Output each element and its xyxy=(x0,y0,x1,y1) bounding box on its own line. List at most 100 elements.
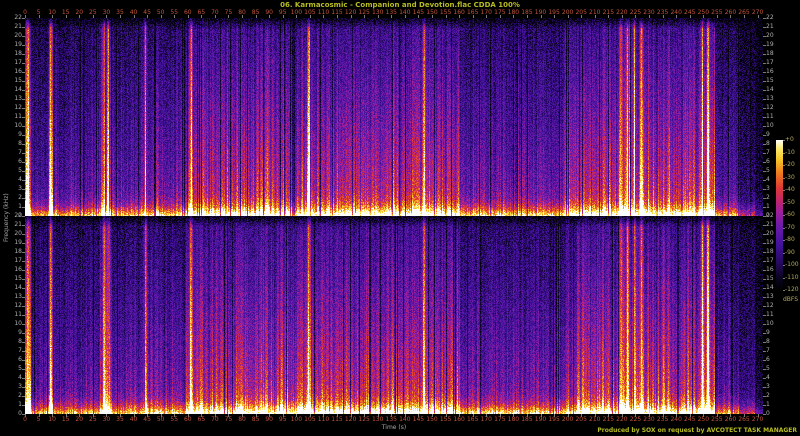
freq-tick-label-right-ch2: 5 xyxy=(766,365,770,372)
time-tick-mark-top xyxy=(296,15,298,18)
time-tick-mark-bottom xyxy=(608,414,610,417)
colorbar-unit-label: dBFS xyxy=(783,296,799,303)
time-tick-label-bottom: 90 xyxy=(265,416,273,423)
freq-tick-label-right-ch2: 13 xyxy=(766,293,774,300)
time-tick-mark-top xyxy=(431,15,433,18)
time-tick-mark-bottom xyxy=(38,414,40,417)
freq-tick-mark-right xyxy=(763,270,766,271)
time-tick-mark-top xyxy=(486,15,488,18)
time-tick-label-top: 160 xyxy=(453,9,465,16)
time-tick-mark-bottom xyxy=(540,414,542,417)
freq-tick-mark-left xyxy=(22,306,25,307)
freq-tick-mark-left xyxy=(22,270,25,271)
freq-tick-mark-right xyxy=(763,378,766,379)
freq-tick-mark-right xyxy=(763,234,766,235)
time-tick-label-top: 125 xyxy=(358,9,370,16)
time-tick-label-bottom: 270 xyxy=(751,416,764,423)
time-tick-label-top: 220 xyxy=(616,9,628,16)
freq-tick-label-left-ch2: 12 xyxy=(14,302,22,309)
freq-tick-label-right-ch2: 2 xyxy=(766,392,770,399)
time-tick-label-top: 105 xyxy=(304,9,316,16)
time-tick-label-bottom: 135 xyxy=(385,416,397,423)
time-tick-label-top: 255 xyxy=(711,9,723,16)
time-tick-mark-bottom xyxy=(65,414,67,417)
freq-tick-label-left-ch2: 0 xyxy=(18,410,22,417)
freq-tick-label-left-ch1: 8 xyxy=(18,140,22,147)
freq-tick-mark-left xyxy=(22,333,25,334)
time-tick-label-bottom: 235 xyxy=(656,416,669,423)
time-tick-label-bottom: 30 xyxy=(102,416,111,423)
freq-tick-label-left-ch1: 10 xyxy=(14,122,22,129)
time-tick-mark-top xyxy=(65,15,67,18)
time-tick-label-top: 0 xyxy=(23,9,27,16)
time-tick-mark-bottom xyxy=(106,414,108,417)
freq-tick-mark-right xyxy=(763,153,766,154)
time-tick-mark-top xyxy=(567,15,569,18)
freq-tick-label-left-ch1: 19 xyxy=(14,41,22,48)
time-tick-mark-top xyxy=(323,15,325,18)
time-tick-mark-bottom xyxy=(282,414,284,417)
freq-tick-label-left-ch1: 0 xyxy=(18,212,22,219)
time-tick-label-bottom: 125 xyxy=(358,416,370,423)
freq-tick-label-right-ch1: 20 xyxy=(766,32,774,39)
freq-tick-label-right-ch2: 21 xyxy=(766,221,774,228)
time-tick-label-bottom: 40 xyxy=(129,416,138,423)
freq-tick-mark-left xyxy=(22,324,25,325)
time-tick-mark-top xyxy=(581,15,583,18)
time-tick-mark-bottom xyxy=(554,414,556,417)
freq-tick-label-left-ch1: 22 xyxy=(14,14,22,21)
time-tick-label-bottom: 225 xyxy=(629,416,642,423)
freq-tick-label-left-ch2: 6 xyxy=(18,356,22,363)
time-tick-label-top: 155 xyxy=(439,9,452,16)
time-tick-mark-top xyxy=(459,15,461,18)
freq-tick-label-left-ch1: 21 xyxy=(14,23,22,30)
freq-tick-label-left-ch2: 17 xyxy=(14,257,22,264)
time-tick-label-bottom: 50 xyxy=(156,416,165,423)
freq-tick-mark-right xyxy=(763,108,766,109)
time-tick-label-top: 60 xyxy=(183,9,192,16)
freq-tick-mark-left xyxy=(22,405,25,406)
freq-tick-label-right-ch1: 7 xyxy=(766,149,770,156)
time-tick-label-bottom: 200 xyxy=(561,416,574,423)
freq-tick-label-right-ch2: 10 xyxy=(766,320,774,327)
time-tick-label-bottom: 10 xyxy=(48,416,56,423)
freq-tick-label-left-ch2: 13 xyxy=(14,293,22,300)
time-tick-mark-top xyxy=(662,15,664,18)
colorbar-tick-label: -40 xyxy=(785,186,795,193)
freq-tick-label-right-ch1: 14 xyxy=(766,86,774,93)
freq-tick-mark-right xyxy=(763,18,766,19)
time-axis-label: Time (s) xyxy=(381,424,407,431)
time-tick-label-bottom: 105 xyxy=(304,416,316,423)
freq-tick-label-right-ch1: 9 xyxy=(766,131,770,138)
time-tick-mark-bottom xyxy=(187,414,189,417)
time-tick-mark-bottom xyxy=(25,414,26,417)
time-tick-mark-top xyxy=(282,15,284,18)
freq-tick-label-left-ch1: 7 xyxy=(18,149,22,156)
frequency-axis-label: Frequency (kHz) xyxy=(3,193,10,242)
freq-tick-label-right-ch2: 12 xyxy=(766,302,774,309)
time-tick-mark-top xyxy=(621,15,623,18)
time-tick-mark-top xyxy=(174,15,176,18)
time-tick-label-bottom: 140 xyxy=(399,416,411,423)
freq-tick-mark-left xyxy=(22,297,25,298)
colorbar-tick-mark xyxy=(783,140,785,141)
time-tick-mark-bottom xyxy=(703,414,705,417)
freq-tick-label-right-ch2: 8 xyxy=(766,338,770,345)
freq-tick-label-left-ch2: 18 xyxy=(14,248,22,255)
time-tick-label-bottom: 70 xyxy=(211,416,219,423)
freq-tick-mark-right xyxy=(763,261,766,262)
time-tick-mark-top xyxy=(377,15,379,18)
freq-tick-mark-left xyxy=(22,162,25,163)
freq-tick-label-right-ch1: 11 xyxy=(766,113,774,120)
freq-tick-mark-right xyxy=(763,27,766,28)
freq-tick-mark-right xyxy=(763,36,766,37)
time-tick-mark-top xyxy=(337,15,339,18)
time-tick-label-top: 140 xyxy=(399,9,411,16)
freq-tick-mark-right xyxy=(763,171,766,172)
time-tick-label-top: 45 xyxy=(143,9,151,16)
freq-tick-label-right-ch1: 18 xyxy=(766,50,774,57)
freq-tick-label-right-ch2: 22 xyxy=(766,212,774,219)
colorbar-tick-mark xyxy=(783,277,785,279)
freq-tick-mark-left xyxy=(22,378,25,379)
freq-tick-label-left-ch1: 15 xyxy=(14,77,22,84)
